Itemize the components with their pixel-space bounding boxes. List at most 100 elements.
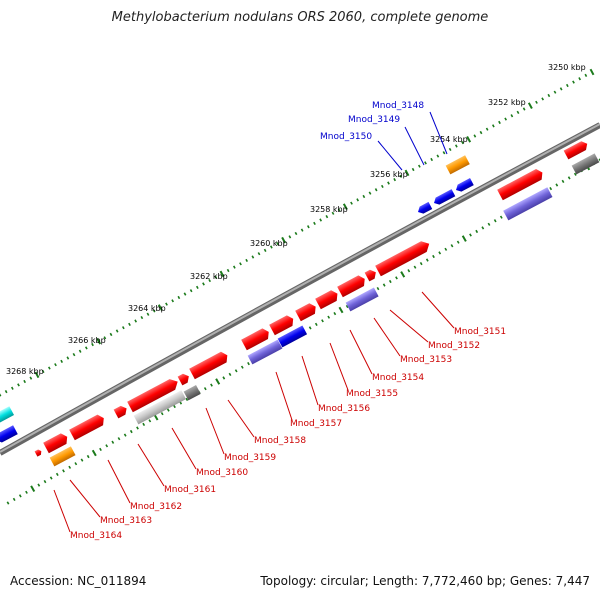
- gene-mnod-3160[interactable]: [177, 372, 192, 386]
- minor-tick: [300, 228, 304, 232]
- minor-tick: [91, 342, 94, 347]
- gene-label-mnod-3151[interactable]: Mnod_3151: [454, 327, 506, 337]
- gene-label-mnod-3161[interactable]: Mnod_3161: [164, 485, 216, 495]
- gene-mnod-3151[interactable]: [375, 238, 432, 277]
- gene-blue-box[interactable]: [277, 325, 308, 348]
- minor-tick: [345, 304, 349, 309]
- pseudo-gene-right[interactable]: [571, 153, 600, 175]
- gene-right-red-a[interactable]: [563, 139, 590, 160]
- gene-cyan-edge[interactable]: [0, 406, 15, 425]
- gene-mnod-3150[interactable]: [416, 201, 433, 216]
- minor-tick: [84, 346, 88, 350]
- minor-tick: [553, 90, 557, 94]
- minor-tick: [152, 309, 156, 313]
- gene-mnod-3164[interactable]: [43, 431, 70, 454]
- minor-tick: [78, 349, 82, 353]
- pseudo-gene-light[interactable]: [133, 390, 187, 425]
- gene-label-mnod-3158[interactable]: Mnod_3158: [254, 436, 306, 446]
- major-tick: [400, 271, 406, 278]
- minor-tick: [567, 176, 571, 180]
- gene-purple-b[interactable]: [247, 339, 283, 365]
- minor-tick: [314, 322, 318, 326]
- gene-mnod-3152[interactable]: [364, 268, 379, 282]
- rna-gene-orange-bottom[interactable]: [49, 446, 76, 467]
- gene-mnod-3149[interactable]: [432, 189, 456, 206]
- gene-label-mnod-3149[interactable]: Mnod_3149: [348, 115, 400, 125]
- major-tick: [527, 102, 533, 109]
- gene-mnod-3156[interactable]: [295, 301, 318, 322]
- gene-label-mnod-3156[interactable]: Mnod_3156: [318, 404, 370, 414]
- minor-tick: [565, 83, 569, 88]
- gene-label-mnod-3155[interactable]: Mnod_3155: [346, 389, 398, 399]
- minor-tick: [444, 247, 448, 251]
- leader-lines-top: [377, 111, 448, 171]
- gene-right-purple[interactable]: [503, 187, 553, 221]
- gene-label-mnod-3160[interactable]: Mnod_3160: [196, 468, 248, 478]
- minor-tick: [350, 201, 353, 205]
- gene-blue-edge[interactable]: [0, 425, 18, 444]
- gene-label-mnod-3154[interactable]: Mnod_3154: [372, 373, 424, 383]
- gene-label-mnod-3150[interactable]: Mnod_3150: [320, 132, 372, 142]
- minor-tick: [66, 356, 70, 360]
- minor-tick: [257, 252, 261, 256]
- gene-label-mnod-3162[interactable]: Mnod_3162: [130, 502, 182, 512]
- gene-label-mnod-3157[interactable]: Mnod_3157: [290, 419, 342, 429]
- major-tick: [461, 235, 467, 242]
- minor-tick: [450, 244, 454, 248]
- minor-tick: [407, 269, 411, 273]
- minor-tick: [203, 387, 207, 391]
- kbp-label: 3250 kbp: [548, 63, 586, 72]
- gene-label-mnod-3159[interactable]: Mnod_3159: [224, 453, 276, 463]
- minor-tick: [55, 472, 59, 477]
- gene-label-mnod-3148[interactable]: Mnod_3148: [372, 101, 424, 111]
- kbp-label: 3256 kbp: [370, 170, 408, 179]
- gene-label-mnod-3152[interactable]: Mnod_3152: [428, 341, 480, 351]
- minor-tick: [321, 319, 324, 323]
- gene-purple-a[interactable]: [345, 287, 379, 312]
- minor-tick: [485, 127, 489, 131]
- gene-mnod-3155[interactable]: [315, 288, 340, 310]
- minor-tick: [17, 383, 20, 387]
- gene-mnod-3148[interactable]: [454, 178, 474, 194]
- gene-label-mnod-3164[interactable]: Mnod_3164: [70, 531, 122, 541]
- minor-tick: [123, 433, 127, 437]
- gene-mnod-3158[interactable]: [241, 327, 271, 351]
- minor-tick: [294, 231, 298, 236]
- minor-tick: [584, 73, 588, 77]
- minor-tick: [140, 316, 144, 320]
- minor-tick: [0, 393, 2, 397]
- minor-tick: [306, 225, 310, 229]
- minor-tick: [173, 404, 176, 409]
- gene-mnod-3157[interactable]: [269, 313, 296, 336]
- gene-right-red-b[interactable]: [497, 167, 545, 201]
- kbp-labels: 3250 kbp 3252 kbp 3254 kbp 3256 kbp 3258…: [6, 63, 586, 376]
- gene-label-mnod-3153[interactable]: Mnod_3153: [400, 355, 452, 365]
- rna-gene-orange-top[interactable]: [445, 155, 470, 175]
- minor-tick: [535, 100, 538, 104]
- major-tick: [589, 68, 595, 76]
- major-tick: [215, 378, 221, 385]
- minor-tick: [228, 372, 232, 377]
- minor-tick: [41, 369, 45, 374]
- minor-tick: [49, 476, 53, 480]
- minor-tick: [333, 311, 337, 316]
- gene-small-red-edge[interactable]: [34, 449, 43, 457]
- minor-tick: [72, 353, 76, 357]
- minor-tick: [29, 376, 33, 380]
- gene-mnod-3161[interactable]: [127, 376, 180, 413]
- gene-mnod-3159[interactable]: [189, 350, 230, 380]
- minor-tick: [481, 226, 485, 230]
- minor-tick: [555, 183, 559, 187]
- gene-features[interactable]: [0, 139, 600, 467]
- gene-mnod-3163[interactable]: [69, 413, 106, 441]
- minor-tick: [134, 319, 138, 323]
- minor-tick: [208, 279, 212, 283]
- minor-tick: [74, 462, 78, 466]
- gene-mnod-3162[interactable]: [113, 404, 129, 419]
- pseudo-gene-grey[interactable]: [183, 385, 201, 401]
- minor-tick: [461, 141, 464, 145]
- gene-mnod-3153[interactable]: [337, 274, 367, 298]
- minor-tick: [438, 251, 442, 255]
- gene-label-mnod-3163[interactable]: Mnod_3163: [100, 516, 152, 526]
